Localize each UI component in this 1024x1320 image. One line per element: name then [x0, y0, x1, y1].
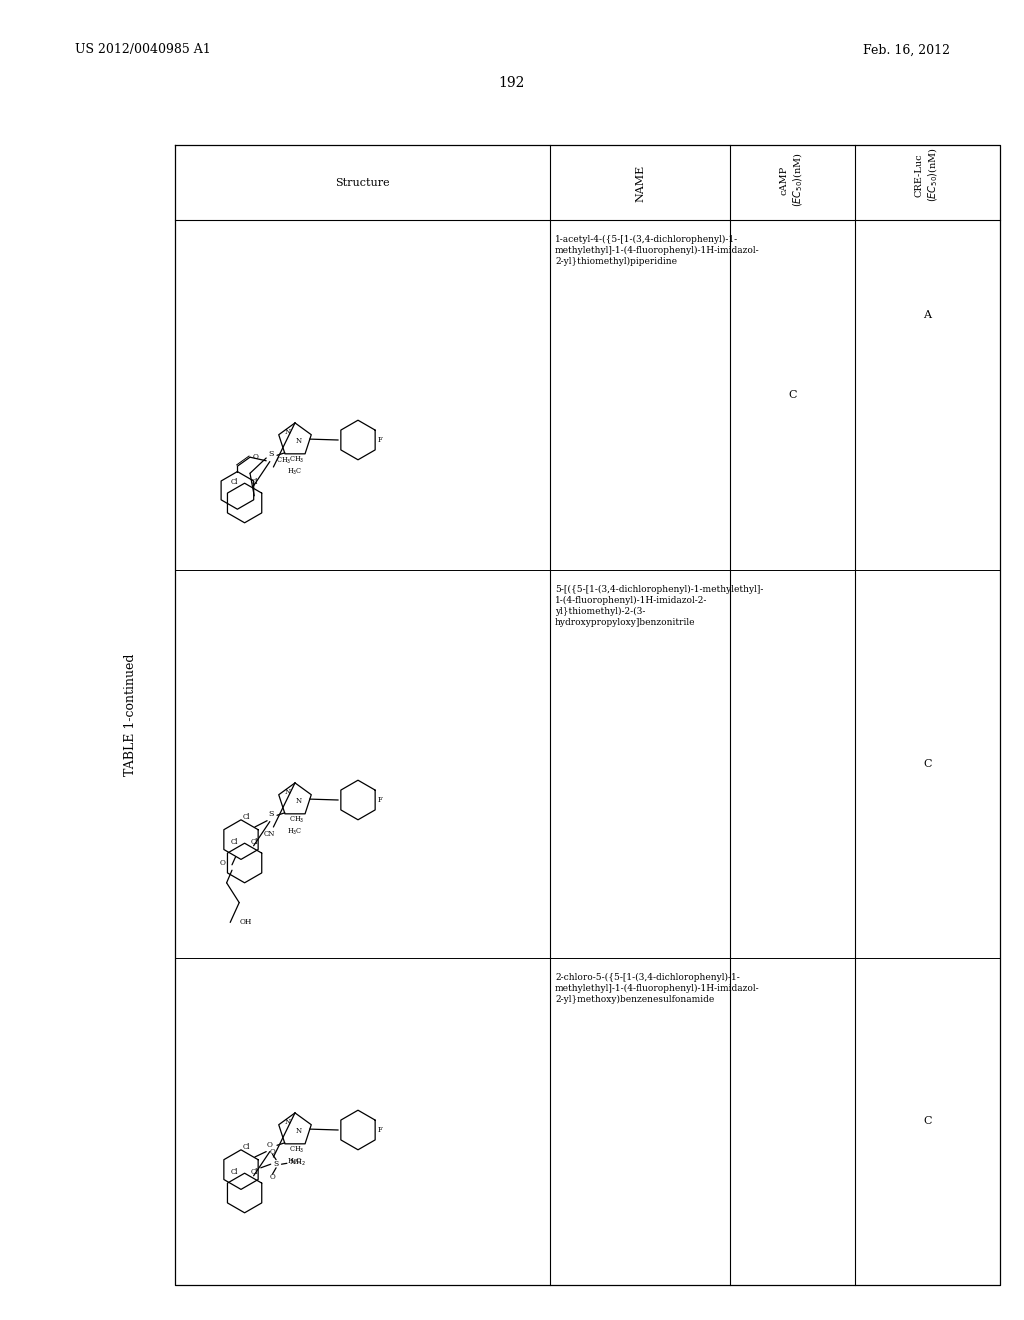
Text: O: O [269, 1172, 275, 1181]
Text: CN: CN [263, 830, 274, 838]
Text: yl}thiomethyl)-2-(3-: yl}thiomethyl)-2-(3- [555, 607, 645, 616]
Text: 2-chloro-5-({5-[1-(3,4-dichlorophenyl)-1-: 2-chloro-5-({5-[1-(3,4-dichlorophenyl)-1… [555, 973, 739, 982]
Text: A: A [924, 310, 932, 319]
Text: Structure: Structure [335, 178, 390, 187]
Text: N: N [296, 1127, 302, 1135]
Text: Cl: Cl [251, 1168, 258, 1176]
Text: 1-acetyl-4-({5-[1-(3,4-dichlorophenyl)-1-: 1-acetyl-4-({5-[1-(3,4-dichlorophenyl)-1… [555, 235, 738, 244]
Text: Feb. 16, 2012: Feb. 16, 2012 [863, 44, 950, 57]
Text: NAME: NAME [635, 165, 645, 202]
Text: 2-yl}thiomethyl)piperidine: 2-yl}thiomethyl)piperidine [555, 257, 677, 267]
Text: F: F [378, 1126, 383, 1134]
Text: Cl: Cl [231, 838, 239, 846]
Text: C: C [924, 1117, 932, 1126]
Text: OH: OH [240, 919, 252, 927]
Text: N: N [285, 788, 291, 796]
Text: Cl: Cl [243, 813, 250, 821]
Text: CH$_3$: CH$_3$ [276, 455, 292, 466]
Text: Cl: Cl [251, 838, 258, 846]
Text: C: C [924, 759, 932, 770]
Text: CRE-Luc
$(EC_{50})$(nM): CRE-Luc $(EC_{50})$(nM) [914, 148, 940, 202]
Text: 1-(4-fluorophenyl)-1H-imidazol-2-: 1-(4-fluorophenyl)-1H-imidazol-2- [555, 597, 708, 605]
Text: hydroxypropyloxy]benzonitrile: hydroxypropyloxy]benzonitrile [555, 618, 695, 627]
Text: CH$_3$: CH$_3$ [289, 455, 304, 465]
Text: O: O [269, 1147, 275, 1155]
Text: O: O [267, 1142, 272, 1150]
Text: Cl: Cl [251, 478, 258, 486]
Text: CH$_3$: CH$_3$ [289, 814, 304, 825]
Text: methylethyl]-1-(4-fluorophenyl)-1H-imidazol-: methylethyl]-1-(4-fluorophenyl)-1H-imida… [555, 246, 760, 255]
Text: S: S [268, 809, 273, 817]
Text: C: C [788, 389, 797, 400]
Text: CH$_3$: CH$_3$ [289, 1144, 304, 1155]
Text: O: O [253, 453, 258, 461]
Text: 5-[({5-[1-(3,4-dichlorophenyl)-1-methylethyl]-: 5-[({5-[1-(3,4-dichlorophenyl)-1-methyle… [555, 585, 763, 594]
Text: H$_3$C: H$_3$C [287, 1156, 302, 1167]
Text: F: F [378, 796, 383, 804]
Text: H$_3$C: H$_3$C [287, 826, 302, 837]
Text: S: S [273, 1160, 279, 1168]
Text: S: S [268, 450, 273, 458]
Text: 2-yl}methoxy)benzenesulfonamide: 2-yl}methoxy)benzenesulfonamide [555, 995, 715, 1005]
Text: Cl: Cl [231, 1168, 239, 1176]
Text: O: O [220, 859, 226, 867]
Text: N: N [296, 437, 302, 445]
Text: NH$_2$: NH$_2$ [289, 1158, 305, 1167]
Text: cAMP
$(EC_{50})$(nM): cAMP $(EC_{50})$(nM) [779, 153, 805, 207]
Text: F: F [378, 436, 383, 444]
Text: US 2012/0040985 A1: US 2012/0040985 A1 [75, 44, 211, 57]
Text: TABLE 1-continued: TABLE 1-continued [124, 653, 136, 776]
Text: N: N [285, 1118, 291, 1126]
Text: 192: 192 [499, 77, 525, 90]
Text: Cl: Cl [231, 478, 239, 486]
Text: H$_3$C: H$_3$C [287, 467, 302, 477]
Text: N: N [296, 797, 302, 805]
Text: N: N [285, 428, 291, 436]
Text: methylethyl]-1-(4-fluorophenyl)-1H-imidazol-: methylethyl]-1-(4-fluorophenyl)-1H-imida… [555, 983, 760, 993]
Text: Cl: Cl [243, 1143, 250, 1151]
